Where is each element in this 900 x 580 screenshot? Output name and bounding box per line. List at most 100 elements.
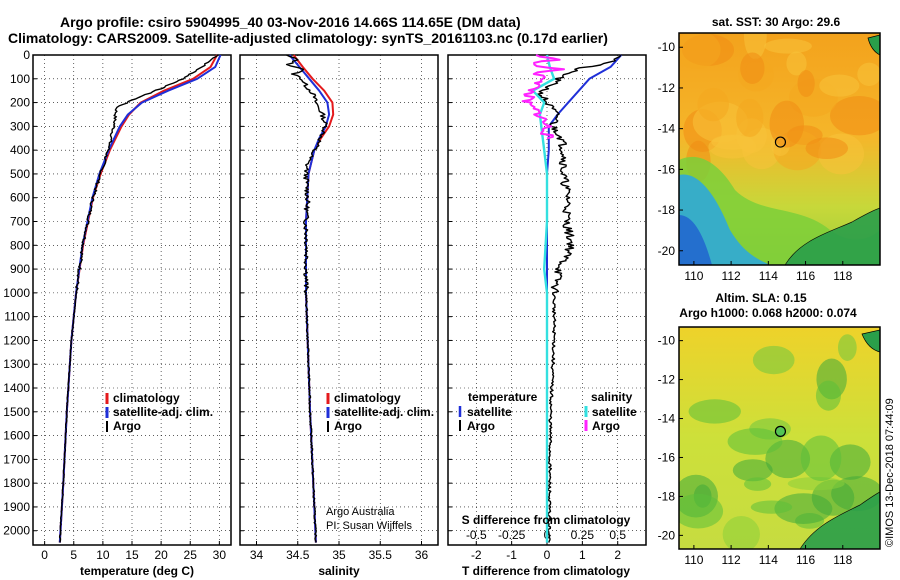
temperature-axis-label: temperature (deg C) — [80, 564, 194, 578]
sst-argo-marker — [774, 136, 787, 148]
map-texture — [830, 96, 880, 136]
x-tick-label: 1 — [579, 548, 586, 562]
map-texture — [797, 70, 815, 98]
sla-map-title: Altim. SLA: 0.15 — [715, 291, 807, 305]
x-tick-label: 34 — [250, 548, 264, 562]
x-tick-label: 25 — [184, 548, 198, 562]
x-tick-label: 35 — [332, 548, 346, 562]
sst-map-frame — [678, 32, 881, 266]
legend-label-s-satellite: satellite — [592, 405, 637, 419]
map-texture — [727, 428, 783, 455]
depth-tick-label: 700 — [10, 215, 30, 229]
map-lat-label: -18 — [658, 489, 676, 503]
map-lon-label: 110 — [684, 553, 703, 567]
title-line-1: Argo profile: csiro 5904995_40 03-Nov-20… — [60, 14, 521, 30]
map-lon-label: 110 — [684, 269, 703, 283]
map-texture — [732, 459, 773, 482]
sst-map-title: sat. SST: 30 Argo: 29.6 — [712, 15, 841, 29]
map-texture — [688, 399, 741, 424]
x-tick-label: 10 — [96, 548, 110, 562]
depth-tick-label: 1300 — [3, 357, 30, 371]
sla-map-ticks: 110 112 114 116 118 -10 -12 -14 -16 -18 -20 — [658, 334, 853, 567]
depth-axis: 0 100 200 300 400 500 600 700 800 900 1000 1100 1200… — [3, 48, 30, 538]
map-lon-label: 112 — [722, 269, 741, 283]
map-lon-label: 116 — [796, 269, 815, 283]
x-tick-label: -1 — [506, 548, 517, 562]
s-diff-tick-label: -0.25 — [498, 528, 526, 542]
x-tick-label: 20 — [154, 548, 168, 562]
map-texture — [815, 380, 841, 411]
map-texture — [857, 62, 880, 86]
sst-coldest-region — [679, 215, 712, 265]
map-lat-label: -10 — [658, 334, 676, 348]
sla-map — [679, 327, 880, 549]
depth-tick-label: 100 — [10, 72, 30, 86]
depth-tick-label: 0 — [23, 48, 30, 62]
map-texture — [752, 345, 795, 375]
legend-label-climatology: climatology — [113, 391, 180, 405]
map-texture — [764, 38, 812, 54]
x-tick-label: 30 — [213, 548, 227, 562]
difference-legend: temperature satellite Argo salinity sate… — [458, 390, 637, 433]
map-texture — [743, 33, 767, 60]
depth-tick-label: 200 — [10, 96, 30, 110]
map-lat-label: -14 — [658, 122, 676, 136]
imos-watermark: ©IMOS 13-Dec-2018 07:44:09 — [884, 398, 896, 547]
annotation-argo-australia: Argo Australia — [326, 506, 395, 518]
map-lon-label: 114 — [759, 269, 778, 283]
x-axes: 0 5 10 15 20 25 30 34 34.5 35 35.5 36 -2 -1 0 1 2 -0.5 -0.… — [41, 528, 626, 562]
legend-label-climatology-s: climatology — [334, 391, 401, 405]
map-texture — [708, 135, 757, 159]
x-tick-label: -2 — [471, 548, 482, 562]
x-tick-label: 0 — [41, 548, 48, 562]
map-texture — [697, 87, 729, 122]
temp-argo-line — [58, 54, 219, 543]
legend-title-salinity: salinity — [591, 390, 633, 404]
depth-tick-label: 1100 — [4, 310, 30, 324]
sla-map-subtitle: Argo h1000: 0.068 h2000: 0.074 — [679, 306, 857, 320]
map-texture — [736, 98, 764, 138]
x-tick-label: 0 — [544, 548, 551, 562]
map-texture — [787, 476, 845, 491]
legend-label-t-satellite: satellite — [467, 405, 512, 419]
map-texture — [837, 334, 857, 361]
t-difference-axis-label: T difference from climatology — [462, 564, 630, 578]
depth-tick-label: 400 — [10, 143, 30, 157]
depth-tick-label: 1200 — [3, 333, 30, 347]
temperature-legend: climatology satellite-adj. clim. Argo — [105, 391, 213, 433]
depth-tick-label: 1500 — [3, 405, 30, 419]
map-lat-label: -18 — [658, 203, 676, 217]
legend-label-argo-s: Argo — [334, 419, 362, 433]
legend-label-satellite: satellite-adj. clim. — [113, 405, 213, 419]
sdiff-satellite-line — [531, 54, 556, 543]
gridlines — [33, 54, 646, 545]
map-texture — [800, 435, 842, 481]
sal-argo-line — [285, 54, 328, 543]
sla-coastline — [799, 491, 880, 549]
legend-label-argo: Argo — [113, 419, 141, 433]
x-tick-label: 15 — [125, 548, 139, 562]
map-texture — [722, 516, 760, 549]
depth-tick-label: 1400 — [3, 381, 30, 395]
depth-tick-label: 800 — [10, 238, 30, 252]
depth-tick-label: 2000 — [3, 524, 30, 538]
title-line-2: Climatology: CARS2009. Satellite-adjuste… — [8, 30, 608, 46]
map-texture — [805, 137, 849, 160]
tdiff-argo-line — [536, 54, 622, 543]
sst-coastline — [784, 207, 880, 265]
map-lat-label: -20 — [658, 528, 676, 542]
depth-tick-label: 300 — [10, 119, 30, 133]
x-tick-label: 35.5 — [369, 548, 393, 562]
s-diff-tick-label: 0.5 — [609, 528, 626, 542]
map-texture — [819, 74, 860, 97]
sst-coastline-north — [867, 34, 880, 56]
map-texture — [744, 477, 772, 491]
sst-map — [679, 33, 880, 265]
depth-tick-label: 1900 — [3, 500, 30, 514]
map-texture — [740, 52, 765, 84]
map-texture — [679, 493, 724, 529]
map-texture — [786, 51, 807, 76]
sst-map-ticks: 110 112 114 116 118 -10 -12 -14 -16 -18 -20 — [658, 40, 853, 283]
annotation-pi: PI: Susan Wijffels — [326, 520, 412, 532]
